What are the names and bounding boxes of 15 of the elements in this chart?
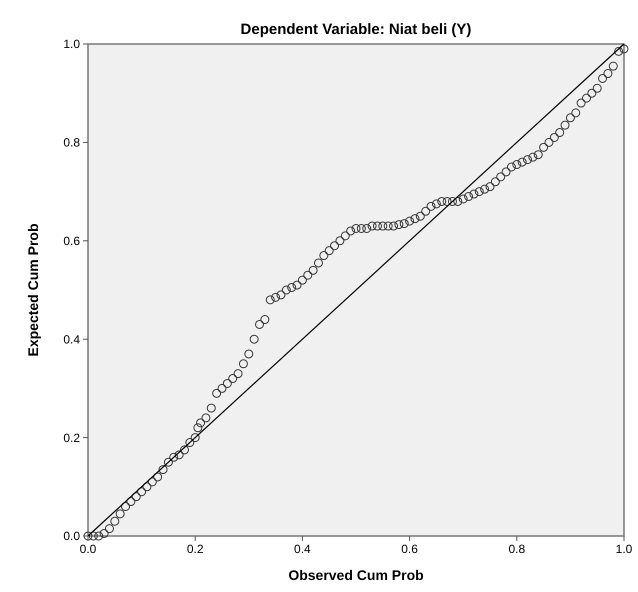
y-tick-label: 0.2 bbox=[63, 430, 80, 445]
x-tick-label: 0.0 bbox=[80, 542, 97, 556]
y-tick-label: 0.0 bbox=[63, 529, 80, 544]
y-tick-label: 0.8 bbox=[63, 136, 80, 150]
x-tick-label: 0.2 bbox=[186, 542, 204, 556]
x-axis-title: Observed Cum Prob bbox=[288, 567, 424, 583]
y-tick-label: 1.0 bbox=[63, 37, 80, 52]
y-tick-label: 0.4 bbox=[63, 332, 80, 346]
x-tick-label: 0.8 bbox=[508, 542, 526, 556]
x-tick-label: 1.0 bbox=[616, 542, 633, 556]
x-tick-label: 0.6 bbox=[401, 542, 418, 556]
x-tick-label: 0.4 bbox=[294, 542, 312, 556]
y-axis-title: Expected Cum Prob bbox=[25, 223, 41, 357]
chart-title: Dependent Variable: Niat beli (Y) bbox=[240, 21, 472, 38]
y-tick-label: 0.6 bbox=[63, 234, 80, 248]
